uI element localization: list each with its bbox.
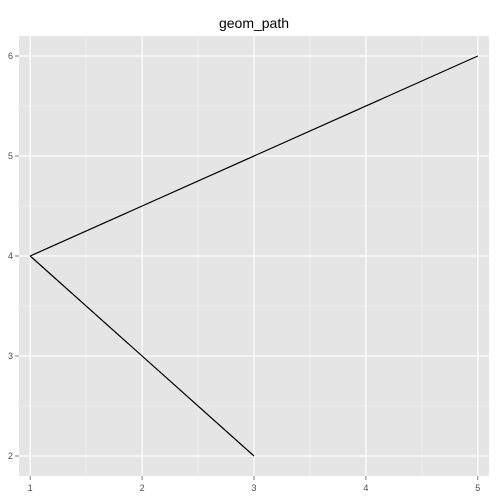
y-tick-label: 5 <box>8 151 13 161</box>
y-tick-label: 3 <box>8 351 13 361</box>
y-tick-label: 6 <box>8 51 13 61</box>
chart-title: geom_path <box>219 15 289 31</box>
plot-area: 1 2 3 4 5 2 3 4 5 6 <box>8 36 489 493</box>
x-tick-label: 1 <box>28 483 33 493</box>
x-tick-label: 4 <box>363 483 368 493</box>
series-path <box>29 55 479 457</box>
x-tick-label: 2 <box>140 483 145 493</box>
x-tick-label: 3 <box>251 483 256 493</box>
y-tick-label: 4 <box>8 251 13 261</box>
y-tick-label: 2 <box>8 451 13 461</box>
x-tick-label: 5 <box>475 483 480 493</box>
